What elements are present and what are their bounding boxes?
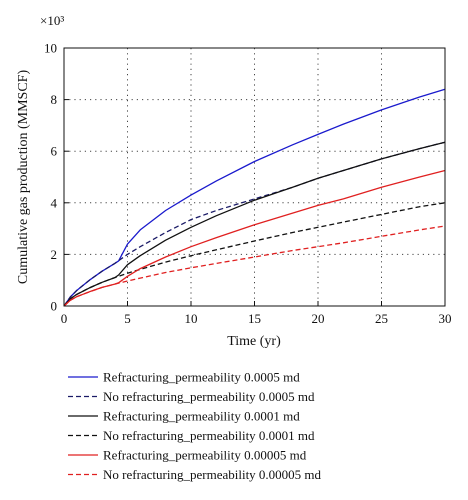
x-axis-label: Time (yr) <box>227 334 281 349</box>
series-line-4 <box>63 202 446 307</box>
y-tick-label: 2 <box>51 247 58 262</box>
y-multiplier-label: ×10³ <box>40 13 64 28</box>
x-tick-label: 15 <box>248 311 261 326</box>
y-tick-label: 8 <box>51 92 58 107</box>
grid-lines <box>64 48 445 306</box>
y-tick-label: 0 <box>51 299 58 314</box>
legend-label-3: Refracturing_permeability 0.0001 md <box>103 409 300 424</box>
y-tick-label: 10 <box>44 41 57 56</box>
series-line-6 <box>63 225 446 307</box>
x-tick-label: 25 <box>375 311 388 326</box>
legend-label-1: Refracturing_permeability 0.0005 md <box>103 370 300 385</box>
legend-label-2: No refracturing_permeability 0.0005 md <box>103 389 315 404</box>
legend-label-6: No refracturing_permeability 0.00005 md <box>103 467 322 482</box>
x-tick-label: 20 <box>312 311 325 326</box>
legend-label-5: Refracturing_permeability 0.00005 md <box>103 448 307 463</box>
y-tick-label: 6 <box>51 144 58 159</box>
legend-label-4: No refracturing_permeability 0.0001 md <box>103 428 315 443</box>
x-tick-label: 0 <box>61 311 68 326</box>
x-tick-label: 5 <box>124 311 131 326</box>
series-line-3 <box>63 141 446 307</box>
legend: Refracturing_permeability 0.0005 md No re… <box>68 370 322 482</box>
series-lines <box>63 88 446 307</box>
axis-ticks: 0 5 10 15 20 25 30 0 2 4 6 8 10 <box>44 41 452 327</box>
series-line-5 <box>63 169 446 307</box>
x-tick-label: 30 <box>439 311 452 326</box>
y-tick-label: 4 <box>51 195 58 210</box>
y-axis-label: Cumulative gas production (MMSCF) <box>16 70 31 285</box>
x-tick-label: 10 <box>185 311 198 326</box>
